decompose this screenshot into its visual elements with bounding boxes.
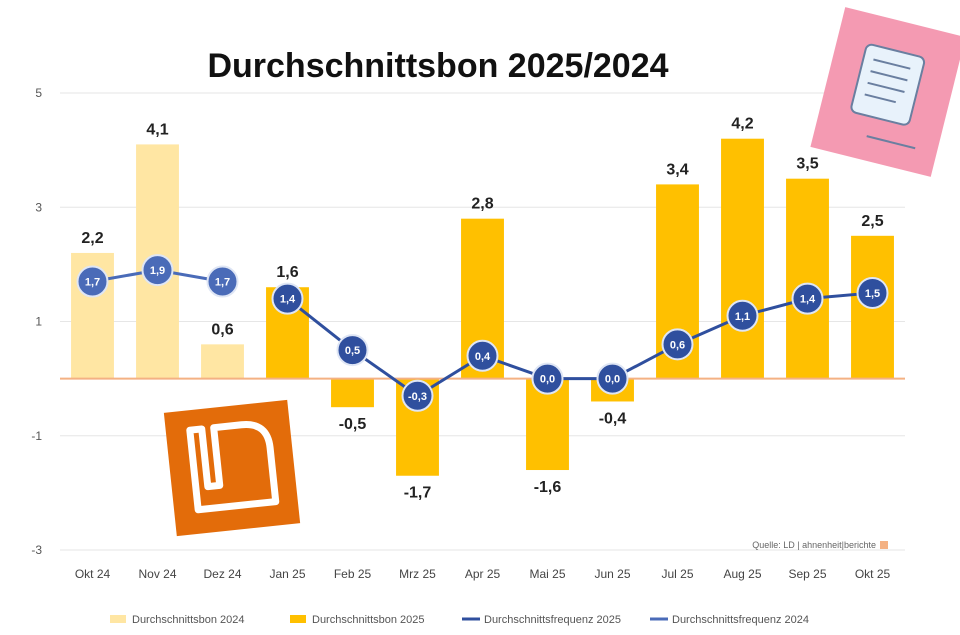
ld-logo	[163, 399, 301, 537]
bar-data-label: -1,7	[404, 485, 432, 502]
source-note: Quelle: LD | ahnenheit|berichte	[752, 540, 876, 550]
bar-data-label: 3,5	[796, 156, 818, 173]
point-data-label: 0,6	[670, 339, 685, 351]
bar	[201, 344, 244, 379]
line-point	[401, 379, 434, 412]
x-tick-label: Okt 25	[855, 567, 891, 581]
point-data-label: 1,9	[150, 265, 165, 277]
line-point	[76, 265, 109, 298]
bar	[786, 178, 829, 379]
bar-data-label: -1,6	[534, 479, 562, 496]
point-data-label: 0,4	[475, 351, 491, 363]
x-tick-label: Okt 24	[75, 567, 111, 581]
bar-data-label: -0,5	[339, 416, 367, 433]
x-tick-label: Dez 24	[203, 567, 241, 581]
y-tick-label: -1	[31, 429, 42, 443]
legend-label: Durchschnittsfrequenz 2025	[484, 614, 621, 626]
point-data-label: 0,5	[345, 345, 360, 357]
line-point	[141, 254, 174, 287]
legend-swatch	[110, 615, 126, 623]
legend-label: Durchschnittsbon 2024	[132, 614, 245, 626]
bar-data-label: 2,2	[81, 230, 103, 247]
line-point	[726, 299, 759, 332]
point-data-label: 1,7	[215, 277, 230, 289]
line-point	[856, 276, 889, 309]
line-point	[466, 339, 499, 372]
bar-data-label: 2,8	[471, 196, 493, 213]
x-tick-label: Sep 25	[788, 567, 826, 581]
legend-label: Durchschnittsfrequenz 2024	[672, 614, 809, 626]
bar	[721, 138, 764, 379]
x-tick-label: Mai 25	[529, 567, 565, 581]
y-axis-ticks: 5 3 1 -1 -3	[31, 86, 42, 557]
line-point	[271, 282, 304, 315]
line-point	[791, 282, 824, 315]
point-data-label: 0,0	[605, 374, 620, 386]
x-tick-label: Jan 25	[269, 567, 305, 581]
x-tick-label: Mrz 25	[399, 567, 436, 581]
x-tick-label: Nov 24	[138, 567, 176, 581]
bar-data-label: 0,6	[211, 321, 233, 338]
bar	[331, 378, 374, 408]
source-marker	[880, 541, 888, 549]
series-line	[286, 291, 873, 398]
bar-data-label: 1,6	[276, 264, 298, 281]
point-data-label: 1,5	[865, 288, 880, 300]
point-data-label: 1,4	[800, 294, 816, 306]
line-point	[206, 265, 239, 298]
line-point	[661, 328, 694, 361]
legend: Durchschnittsbon 2024 Durchschnittsbon 20…	[110, 614, 809, 626]
bar-data-label: 4,2	[731, 116, 753, 133]
x-tick-label: Jun 25	[594, 567, 630, 581]
line-point	[336, 334, 369, 367]
x-tick-label: Apr 25	[465, 567, 501, 581]
bar-data-label: 2,5	[861, 213, 883, 230]
bar-data-label: 3,4	[666, 161, 688, 178]
bar-data-label: -0,4	[599, 410, 627, 427]
legend-swatch	[290, 615, 306, 623]
y-tick-label: -3	[31, 543, 42, 557]
bar-data-label: 4,1	[146, 121, 168, 138]
chart-title: Durchschnittsbon 2025/2024	[207, 47, 668, 85]
point-data-label: 0,0	[540, 374, 555, 386]
point-data-label: 1,7	[85, 277, 100, 289]
receipt-scroll-icon	[810, 7, 960, 177]
point-data-label: 1,4	[280, 294, 296, 306]
x-tick-label: Jul 25	[661, 567, 693, 581]
line-point	[531, 362, 564, 395]
y-tick-label: 5	[35, 86, 42, 100]
y-tick-label: 1	[35, 315, 42, 329]
bar-labels: 2,2 4,1 0,6 1,6 -0,5 -1,7 2,8 -1,6 -0,4 3,4 4,2 3,5…	[81, 116, 883, 502]
legend-label: Durchschnittsbon 2025	[312, 614, 425, 626]
point-data-label: -0,3	[408, 391, 427, 403]
x-tick-label: Aug 25	[723, 567, 761, 581]
x-axis-labels: Okt 24 Nov 24 Dez 24 Jan 25 Feb 25 Mrz 25 Apr …	[75, 567, 891, 581]
x-tick-label: Feb 25	[334, 567, 372, 581]
point-data-label: 1,1	[735, 311, 750, 323]
frequency-lines: 1,4 0,5 -0,3 0,4 0,0 0,0 0,6 1,1 1,4 1,5 1,7 1,9 1,7	[76, 254, 889, 412]
line-point	[596, 362, 629, 395]
bars	[71, 138, 894, 476]
y-tick-label: 3	[35, 200, 42, 214]
